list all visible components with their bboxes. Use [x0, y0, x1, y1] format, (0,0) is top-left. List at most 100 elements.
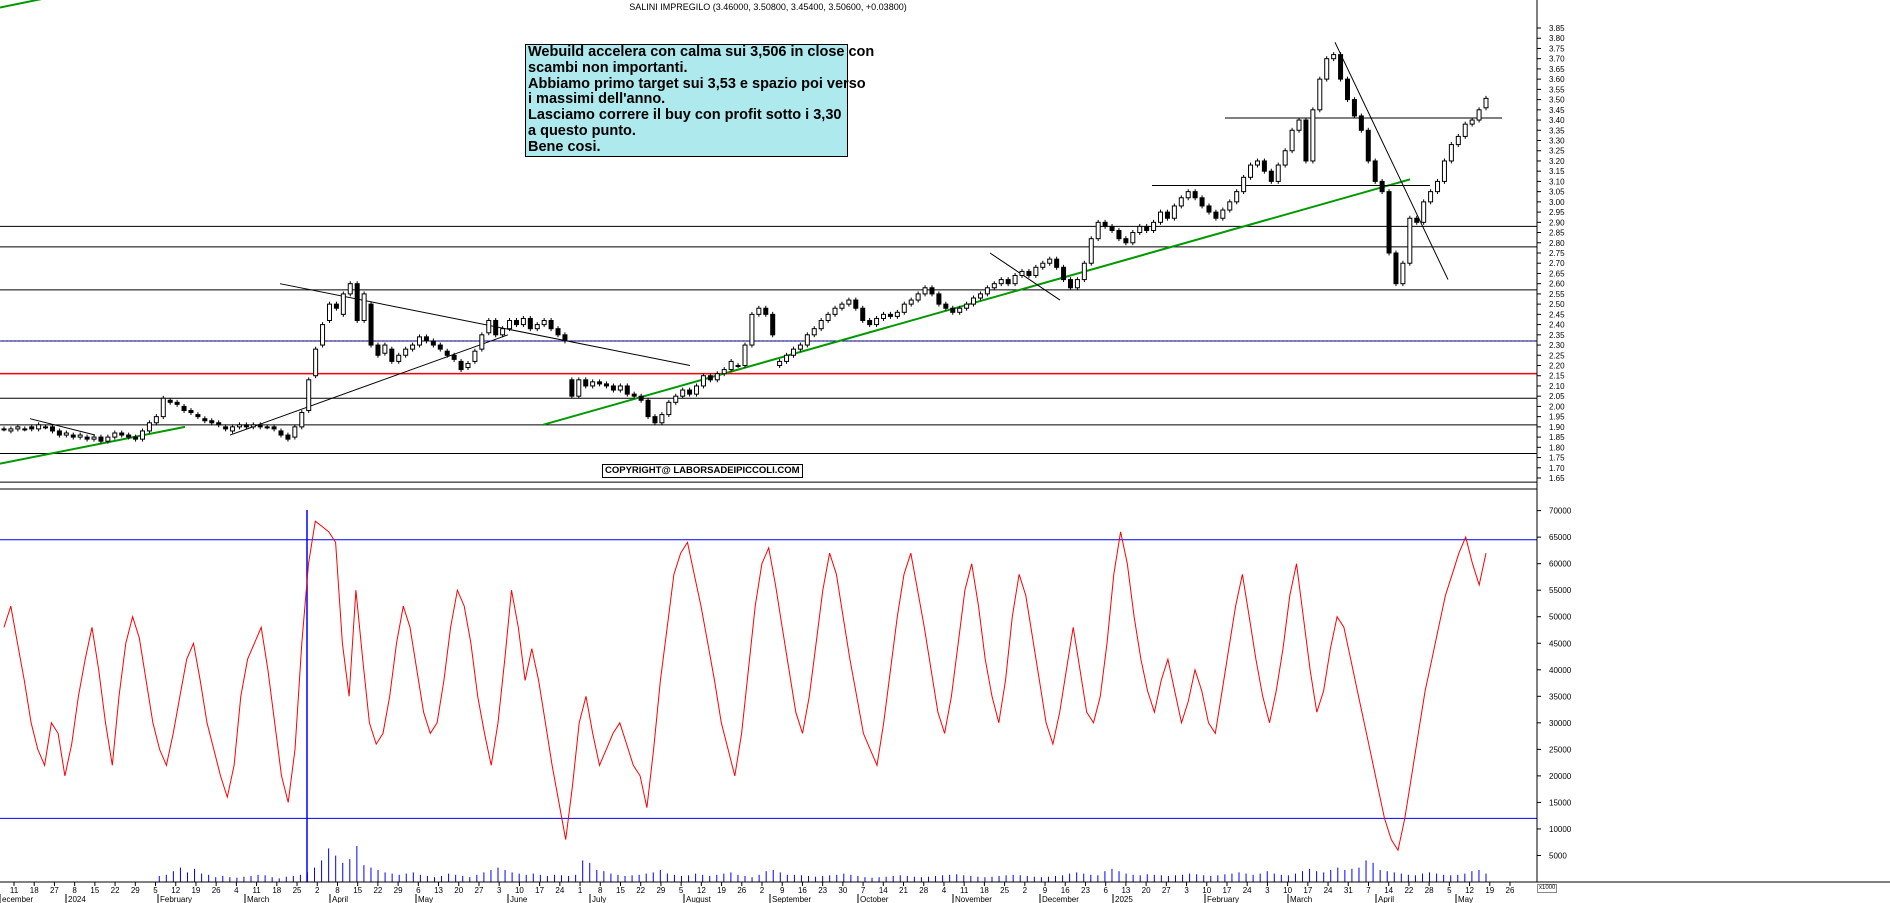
x-tick-label: 9 [1043, 886, 1048, 895]
x-tick-label: 22 [636, 886, 645, 895]
y-tick-label: 3.50 [1549, 96, 1565, 105]
candle-body [49, 426, 55, 432]
y-tick-label: 3.10 [1549, 177, 1565, 186]
x-tick-label: 30 [838, 886, 847, 895]
candle-body [1061, 266, 1067, 281]
month-label: February [160, 895, 192, 903]
x-tick-label: 5 [1447, 886, 1452, 895]
candle-body [1067, 279, 1073, 289]
y-tick-label: 25000 [1549, 745, 1572, 754]
annotation-line: Abbiamo primo target sui 3,53 e spazio p… [528, 75, 866, 92]
month-label: ecember [2, 895, 33, 903]
x-tick-label: 16 [1061, 886, 1070, 895]
y-tick-label: 3.20 [1549, 157, 1565, 166]
candle-body [417, 336, 423, 346]
x-tick-label: 22 [1404, 886, 1413, 895]
x-tick-label: 22 [373, 886, 382, 895]
y-tick-label: 2.40 [1549, 321, 1565, 330]
candle-body [1081, 262, 1087, 281]
candle-body [811, 328, 817, 336]
candle-body [1310, 109, 1316, 162]
candle-body [320, 324, 326, 346]
x-tick-label: 23 [818, 886, 827, 895]
candle-body [1144, 225, 1150, 231]
candle-body [825, 313, 831, 322]
candle-body [638, 395, 644, 401]
candle-body [389, 348, 395, 362]
chart-title: SALINI IMPREGILO (3.46000, 3.50800, 3.45… [629, 2, 906, 12]
month-label: November [955, 895, 992, 903]
x-tick-label: 17 [535, 886, 544, 895]
candle-body [922, 287, 928, 295]
y-tick-label: 1.85 [1549, 433, 1565, 442]
candle-body [382, 344, 388, 354]
x-tick-label: 25 [1000, 886, 1009, 895]
x-tick-label: 2 [760, 886, 765, 895]
candle-body [326, 303, 332, 321]
x-tick-label: 16 [798, 886, 807, 895]
annotation-line: a questo punto. [528, 122, 636, 139]
candle-body [818, 320, 824, 330]
y-tick-label: 3.75 [1549, 44, 1565, 53]
x-tick-label: 29 [394, 886, 403, 895]
candle-body [22, 428, 28, 431]
candle-body [790, 348, 796, 356]
y-tick-label: 30000 [1549, 719, 1572, 728]
candle-body [451, 354, 457, 360]
x-tick-label: 14 [1384, 886, 1393, 895]
candle-body [313, 348, 319, 377]
candle-body [707, 375, 713, 381]
x-tick-label: 28 [1425, 886, 1434, 895]
y-tick-label: 2.10 [1549, 382, 1565, 391]
candle-body [91, 436, 97, 440]
candle-body [188, 410, 194, 414]
y-tick-label: 1.75 [1549, 454, 1565, 463]
y-tick-label: 2.60 [1549, 280, 1565, 289]
candle-body [590, 381, 596, 387]
candle-body [610, 385, 616, 391]
candle-body [1421, 201, 1427, 223]
x-tick-label: 5 [679, 886, 684, 895]
candle-body [1448, 144, 1454, 162]
y-tick-label: 2.55 [1549, 290, 1565, 299]
candle-body [666, 401, 672, 416]
candle-body [1040, 262, 1046, 268]
candle-body [569, 379, 575, 397]
candle-body [1123, 238, 1129, 244]
x-tick-label: 15 [616, 886, 625, 895]
candle-body [1261, 160, 1267, 172]
y-tick-label: 20000 [1549, 772, 1572, 781]
x-axis: 11 18 27 8 15 22 29 5 12 19 26 4 11 18 25 2 8 15 22 29 6 13 20… [0, 882, 1515, 903]
candle-body [333, 303, 339, 309]
candle-body [943, 303, 949, 309]
annotation-line: Lasciamo correre il buy con profit sotto… [528, 107, 842, 124]
candle-body [541, 320, 547, 326]
candle-body [465, 362, 471, 369]
y-tick-label: 2.95 [1549, 208, 1565, 217]
y-tick-label: 2.50 [1549, 300, 1565, 309]
y-tick-label: 3.00 [1549, 198, 1565, 207]
annotation-line: Bene cosi. [528, 138, 601, 155]
x-tick-label: 10 [1283, 886, 1292, 895]
candle-body [1476, 109, 1482, 121]
candle-body [742, 344, 748, 366]
candle-body [534, 324, 540, 330]
candle-body [1171, 205, 1177, 219]
candle-body [1, 428, 7, 431]
green-trendline [0, 425, 186, 465]
x-tick-label: 11 [960, 886, 969, 895]
candle-body [603, 383, 609, 387]
y-tick-label: 3.55 [1549, 85, 1565, 94]
candle-body [1282, 150, 1288, 166]
candle-body [1074, 279, 1080, 289]
x-tick-label: 8 [72, 886, 77, 895]
x-tick-label: 3 [1265, 886, 1270, 895]
candle-body [1358, 115, 1364, 131]
x-tick-label: 10 [1202, 886, 1211, 895]
y-tick-label: 15000 [1549, 798, 1572, 807]
candle-body [1469, 119, 1475, 125]
candle-body [1407, 217, 1413, 264]
candle-body [77, 434, 83, 438]
candle-body [500, 328, 506, 336]
annotation-line: i massimi dell'anno. [528, 91, 666, 108]
